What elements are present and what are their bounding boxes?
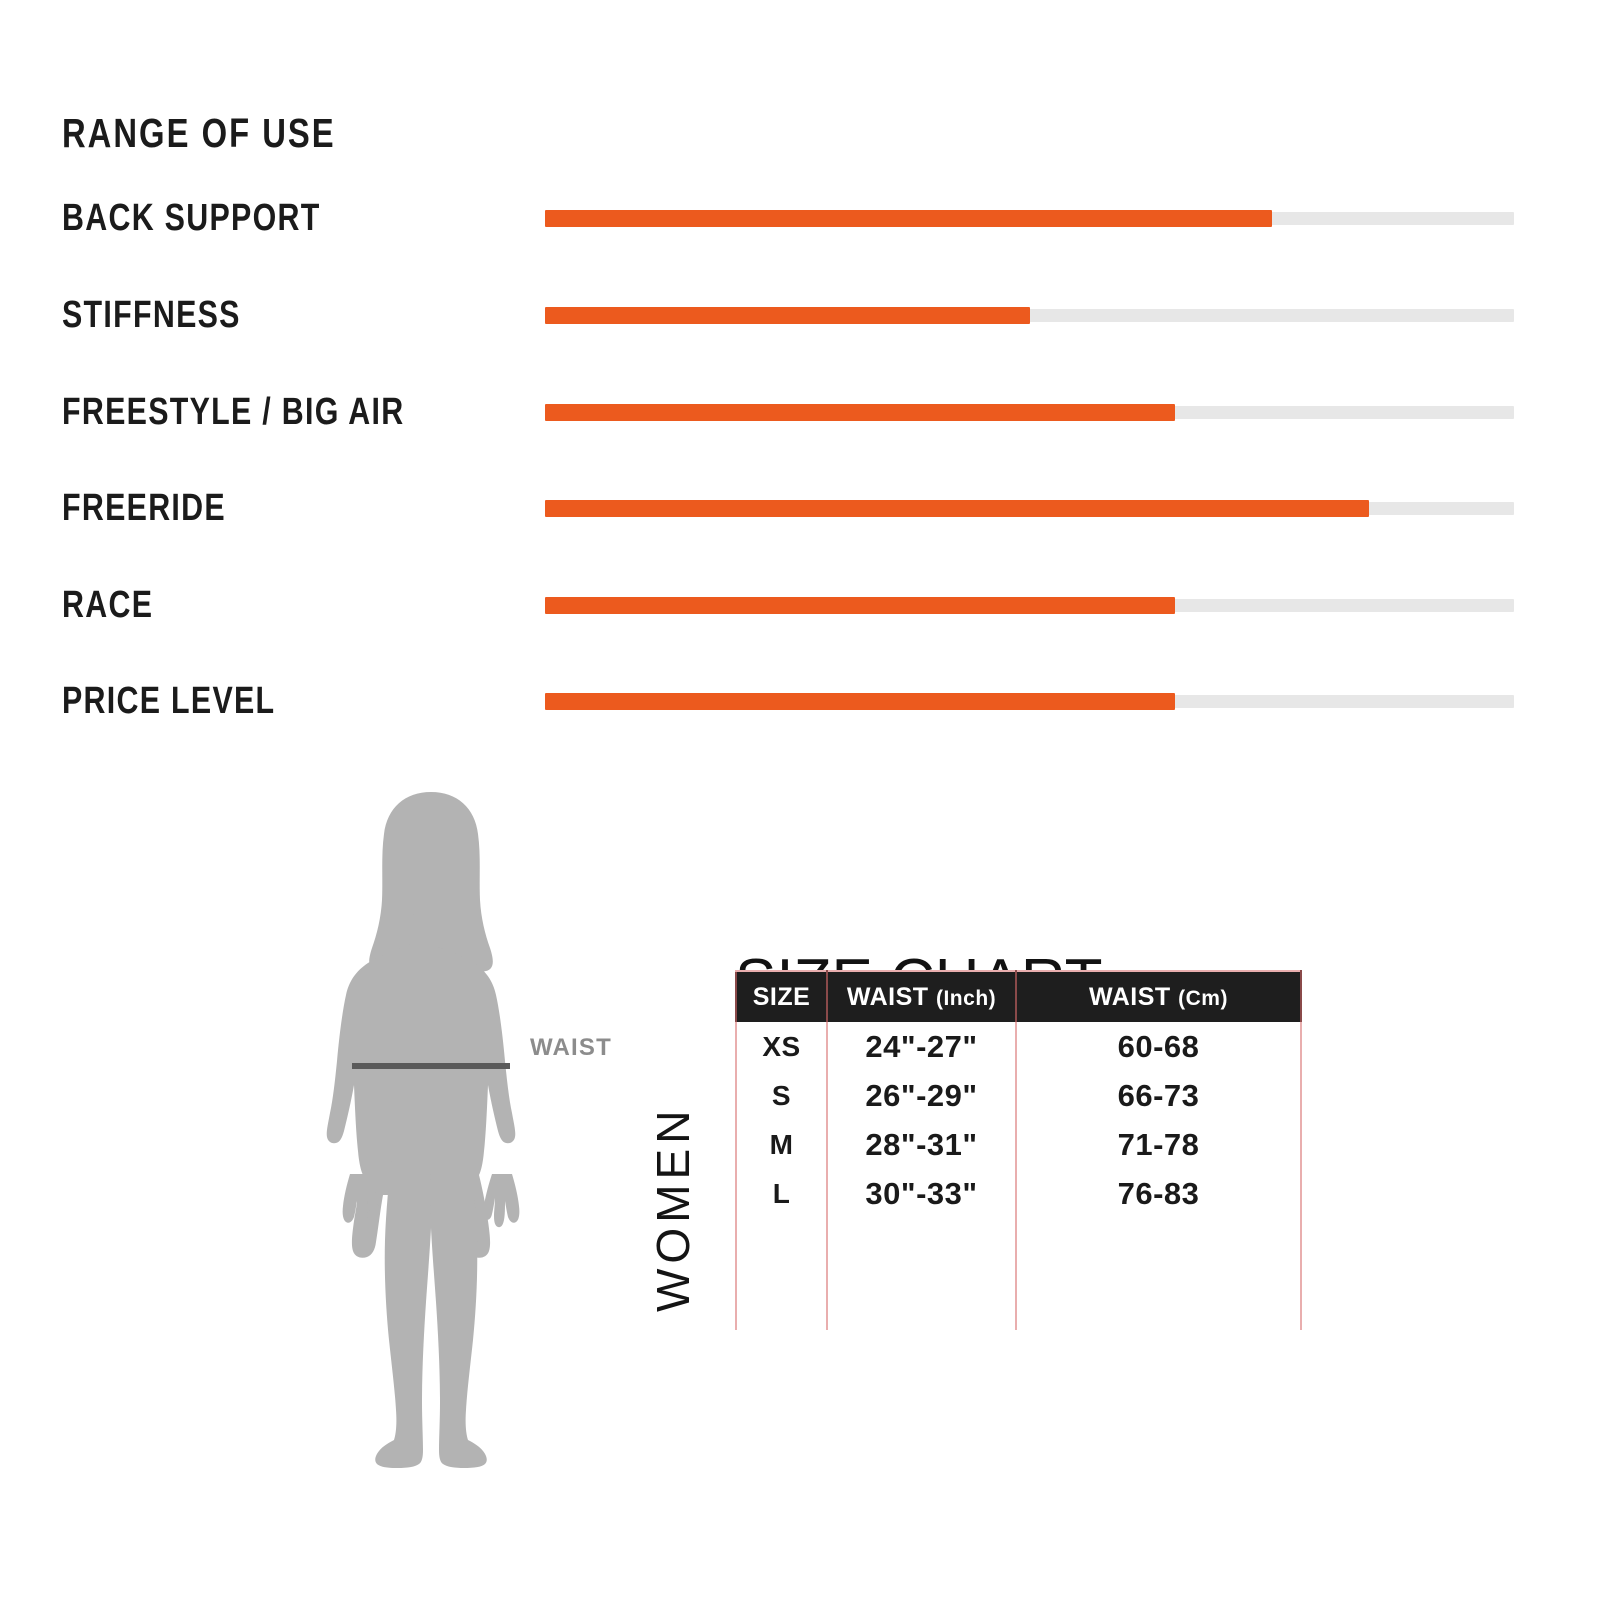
- column-header-waist-inch: WAIST (Inch): [826, 970, 1017, 1022]
- cell-waist-cm: 66-73: [1015, 1071, 1302, 1120]
- column-header-waist-cm-unit: (Cm): [1178, 986, 1228, 1010]
- range-row: PRICE LEVEL: [0, 681, 1600, 741]
- range-row-label: FREESTYLE / BIG AIR: [62, 391, 405, 433]
- range-row-fill: [545, 404, 1175, 421]
- size-chart-body: XS 24"-27" 60-68 S 26"-29" 66-73 M 28"-3…: [735, 1022, 1302, 1330]
- table-row: XS 24"-27" 60-68: [735, 1022, 1302, 1071]
- range-row-fill: [545, 210, 1272, 227]
- column-header-waist-cm-text: WAIST: [1089, 982, 1171, 1011]
- range-row-fill: [545, 693, 1175, 710]
- waist-measure-line: [352, 1063, 510, 1069]
- waist-callout-label: WAIST: [530, 1034, 612, 1061]
- column-header-size: SIZE: [735, 970, 828, 1022]
- table-header-row: SIZE WAIST (Inch) WAIST (Cm): [735, 970, 1302, 1022]
- range-row-fill: [545, 500, 1369, 517]
- cell-waist-inch: 30"-33": [826, 1169, 1017, 1218]
- range-row: FREESTYLE / BIG AIR: [0, 392, 1600, 452]
- cell-size: L: [735, 1169, 828, 1218]
- cell-empty: [735, 1218, 828, 1330]
- range-row-label: FREERIDE: [62, 487, 226, 529]
- range-row-label: RACE: [62, 584, 154, 626]
- table-row: M 28"-31" 71-78: [735, 1120, 1302, 1169]
- cell-size: XS: [735, 1022, 828, 1071]
- cell-waist-cm: 76-83: [1015, 1169, 1302, 1218]
- range-row: RACE: [0, 585, 1600, 645]
- range-row: BACK SUPPORT: [0, 198, 1600, 258]
- size-chart-table: SIZE WAIST (Inch) WAIST (Cm) XS 24"-27" …: [735, 970, 1302, 1330]
- silhouette-icon: [326, 792, 520, 1468]
- range-row-fill: [545, 597, 1175, 614]
- size-chart-group-label: WOMEN: [647, 1105, 699, 1312]
- cell-empty: [1015, 1218, 1302, 1330]
- range-row-track: [545, 693, 1514, 710]
- range-row-track: [545, 404, 1514, 421]
- female-body-silhouette: [296, 782, 566, 1542]
- column-header-waist-inch-unit: (Inch): [935, 986, 997, 1010]
- cell-waist-inch: 28"-31": [826, 1120, 1017, 1169]
- range-row-track: [545, 307, 1514, 324]
- range-row-track: [545, 597, 1514, 614]
- cell-waist-cm: 60-68: [1015, 1022, 1302, 1071]
- cell-empty: [826, 1218, 1017, 1330]
- range-of-use-title: RANGE OF USE: [62, 110, 336, 157]
- range-row-fill: [545, 307, 1030, 324]
- cell-waist-inch: 26"-29": [826, 1071, 1017, 1120]
- table-row: S 26"-29" 66-73: [735, 1071, 1302, 1120]
- range-row: STIFFNESS: [0, 295, 1600, 355]
- size-chart-header: SIZE WAIST (Inch) WAIST (Cm): [735, 970, 1302, 1022]
- cell-waist-inch: 24"-27": [826, 1022, 1017, 1071]
- column-header-waist-inch-text: WAIST: [846, 982, 929, 1011]
- range-of-use-section: RANGE OF USE BACK SUPPORT STIFFNESS FREE…: [0, 0, 1600, 760]
- range-row: FREERIDE: [0, 488, 1600, 548]
- range-row-track: [545, 210, 1514, 227]
- range-row-label: STIFFNESS: [62, 294, 241, 336]
- cell-waist-cm: 71-78: [1015, 1120, 1302, 1169]
- range-row-label: PRICE LEVEL: [62, 680, 276, 722]
- column-header-waist-cm: WAIST (Cm): [1015, 970, 1302, 1022]
- cell-size: S: [735, 1071, 828, 1120]
- cell-size: M: [735, 1120, 828, 1169]
- range-row-label: BACK SUPPORT: [62, 197, 321, 239]
- table-row-empty: [735, 1218, 1302, 1330]
- table-row: L 30"-33" 76-83: [735, 1169, 1302, 1218]
- column-header-size-text: SIZE: [752, 982, 811, 1011]
- range-row-track: [545, 500, 1514, 517]
